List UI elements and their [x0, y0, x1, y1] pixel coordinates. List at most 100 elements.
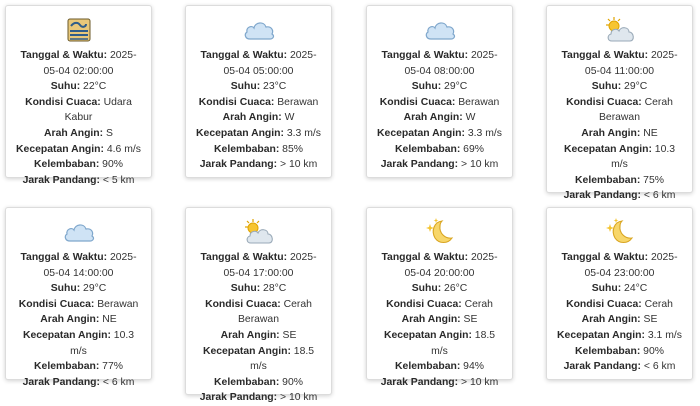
forecast-card: Tanggal & Waktu: 2025-05-04 11:00:00 Suhu…: [546, 5, 693, 201]
field-value: 24°C: [624, 283, 648, 295]
humidity-row: Kelembaban: 75%: [547, 173, 692, 189]
field-label: Tanggal & Waktu:: [381, 50, 469, 61]
datetime-row: Tanggal & Waktu: 2025-05-04 20:00:00: [367, 250, 512, 281]
field-label: Kelembaban:: [214, 376, 280, 388]
field-label: Arah Angin:: [220, 329, 280, 341]
field-value: W: [284, 112, 295, 124]
field-label: Tanggal & Waktu:: [20, 50, 108, 61]
field-value: SE: [643, 314, 658, 326]
field-value: 26°C: [444, 283, 468, 295]
field-value: 29°C: [624, 81, 648, 93]
field-value: 94%: [463, 361, 484, 373]
forecast-card: Tanggal & Waktu: 2025-05-04 17:00:00 Suhu…: [185, 207, 332, 403]
field-label: Kecepatan Angin:: [202, 345, 291, 357]
field-label: Kecepatan Angin:: [383, 329, 472, 341]
forecast-card: Tanggal & Waktu: 2025-05-04 02:00:00 Suhu…: [5, 5, 152, 186]
condition-row: Kondisi Cuaca: Berawan: [186, 95, 331, 111]
field-value: 4.6 m/s: [106, 143, 141, 155]
field-value: 10.3 m/s: [611, 143, 676, 171]
datetime-row: Tanggal & Waktu: 2025-05-04 02:00:00: [6, 48, 151, 79]
wind-speed-row: Kecepatan Angin: 18.5 m/s: [367, 328, 512, 359]
datetime-row: Tanggal & Waktu: 2025-05-04 08:00:00: [367, 48, 512, 79]
forecast-card: Tanggal & Waktu: 2025-05-04 23:00:00 Suhu…: [546, 207, 693, 380]
field-label: Arah Angin:: [222, 112, 282, 124]
field-value: 29°C: [444, 81, 468, 93]
condition-row: Kondisi Cuaca: Cerah Berawan: [186, 297, 331, 328]
field-label: Suhu:: [230, 283, 261, 295]
field-label: Arah Angin:: [581, 127, 641, 139]
field-label: Jarak Pandang:: [380, 159, 459, 171]
temperature-row: Suhu: 24°C: [547, 281, 692, 297]
humidity-row: Kelembaban: 94%: [367, 359, 512, 375]
field-value: 3.1 m/s: [647, 329, 682, 341]
temperature-row: Suhu: 28°C: [186, 281, 331, 297]
field-label: Jarak Pandang:: [563, 361, 641, 373]
field-label: Arah Angin:: [40, 314, 100, 326]
temperature-row: Suhu: 29°C: [6, 281, 151, 297]
cloud-icon: [367, 16, 512, 44]
moon-stars-icon: [547, 218, 692, 246]
datetime-row: Tanggal & Waktu: 2025-05-04 14:00:00: [6, 250, 151, 281]
field-label: Arah Angin:: [401, 314, 461, 326]
field-label: Kelembaban:: [214, 143, 280, 155]
field-label: Kondisi Cuaca:: [386, 298, 462, 310]
field-value: Cerah: [644, 298, 673, 310]
visibility-row: Jarak Pandang: > 10 km: [186, 157, 331, 173]
field-label: Arah Angin:: [581, 314, 641, 326]
field-label: Suhu:: [50, 283, 81, 295]
wind-direction-row: Arah Angin: SE: [547, 312, 692, 328]
field-label: Kecepatan Angin:: [22, 329, 111, 341]
field-value: 75%: [643, 174, 664, 186]
forecast-card: Tanggal & Waktu: 2025-05-04 14:00:00 Suhu…: [5, 207, 152, 388]
wind-speed-row: Kecepatan Angin: 3.3 m/s: [367, 126, 512, 142]
forecast-card: Tanggal & Waktu: 2025-05-04 20:00:00 Suhu…: [366, 207, 513, 388]
haze-icon: [6, 16, 151, 44]
field-label: Kelembaban:: [34, 361, 100, 373]
humidity-row: Kelembaban: 85%: [186, 142, 331, 158]
field-value: W: [465, 112, 476, 124]
field-value: 2025-05-04 20:00:00: [404, 252, 498, 279]
field-label: Suhu:: [411, 283, 442, 295]
field-label: Kecepatan Angin:: [377, 127, 465, 139]
field-label: Tanggal & Waktu:: [200, 50, 288, 61]
field-value: < 6 km: [643, 190, 676, 202]
wind-direction-row: Arah Angin: NE: [547, 126, 692, 142]
field-label: Kelembaban:: [395, 143, 461, 155]
field-label: Jarak Pandang:: [22, 174, 100, 186]
field-value: < 5 km: [102, 174, 135, 186]
field-value: 85%: [282, 143, 303, 155]
field-value: 23°C: [263, 81, 287, 93]
field-value: 2025-05-04 02:00:00: [43, 50, 137, 77]
field-label: Suhu:: [591, 81, 622, 93]
visibility-row: Jarak Pandang: < 6 km: [6, 375, 151, 391]
humidity-row: Kelembaban: 90%: [186, 375, 331, 391]
field-value: SE: [282, 329, 297, 341]
field-label: Tanggal & Waktu:: [381, 252, 469, 263]
field-label: Kecepatan Angin:: [563, 143, 652, 155]
field-label: Kondisi Cuaca:: [25, 96, 101, 108]
sun-behind-cloud-icon: [547, 16, 692, 44]
temperature-row: Suhu: 26°C: [367, 281, 512, 297]
datetime-row: Tanggal & Waktu: 2025-05-04 05:00:00: [186, 48, 331, 79]
condition-row: Kondisi Cuaca: Berawan: [6, 297, 151, 313]
wind-speed-row: Kecepatan Angin: 10.3 m/s: [6, 328, 151, 359]
field-value: 90%: [643, 345, 664, 357]
field-value: Berawan: [277, 96, 319, 108]
field-label: Kondisi Cuaca:: [566, 298, 642, 310]
wind-direction-row: Arah Angin: SE: [367, 312, 512, 328]
field-label: Suhu:: [230, 81, 261, 93]
field-label: Suhu:: [411, 81, 442, 93]
field-label: Jarak Pandang:: [199, 392, 278, 404]
field-value: 2025-05-04 23:00:00: [584, 252, 678, 279]
field-value: 2025-05-04 08:00:00: [404, 50, 498, 77]
field-value: Berawan: [458, 96, 500, 108]
visibility-row: Jarak Pandang: < 5 km: [6, 173, 151, 189]
field-label: Tanggal & Waktu:: [561, 50, 649, 61]
field-value: 18.5 m/s: [431, 329, 496, 357]
field-label: Jarak Pandang:: [380, 376, 459, 388]
field-label: Kelembaban:: [34, 159, 100, 171]
field-value: 77%: [102, 361, 123, 373]
field-label: Jarak Pandang:: [22, 376, 100, 388]
field-label: Kondisi Cuaca:: [205, 298, 281, 310]
temperature-row: Suhu: 29°C: [367, 79, 512, 95]
